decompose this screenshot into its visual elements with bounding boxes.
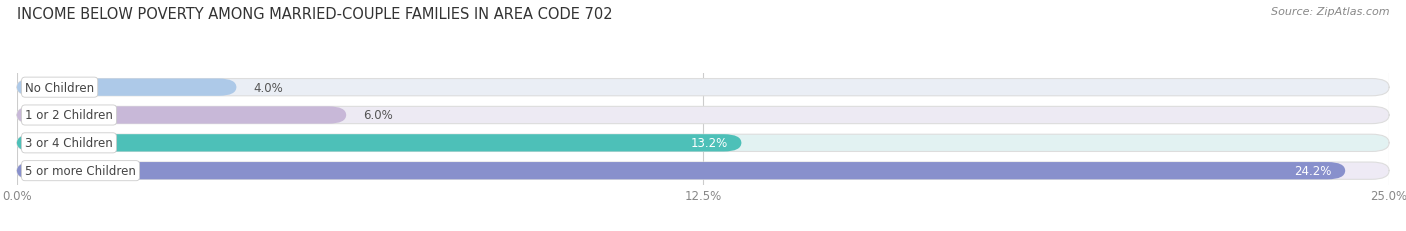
FancyBboxPatch shape: [17, 135, 1389, 152]
Text: 13.2%: 13.2%: [690, 137, 728, 150]
Text: INCOME BELOW POVERTY AMONG MARRIED-COUPLE FAMILIES IN AREA CODE 702: INCOME BELOW POVERTY AMONG MARRIED-COUPL…: [17, 7, 613, 22]
Text: 4.0%: 4.0%: [253, 81, 283, 94]
FancyBboxPatch shape: [17, 162, 1389, 179]
FancyBboxPatch shape: [17, 162, 1346, 179]
Text: 6.0%: 6.0%: [363, 109, 392, 122]
FancyBboxPatch shape: [17, 79, 1389, 96]
Text: 1 or 2 Children: 1 or 2 Children: [25, 109, 112, 122]
FancyBboxPatch shape: [17, 107, 1389, 124]
Text: 24.2%: 24.2%: [1294, 164, 1331, 177]
FancyBboxPatch shape: [17, 79, 236, 96]
Text: 3 or 4 Children: 3 or 4 Children: [25, 137, 112, 150]
Text: No Children: No Children: [25, 81, 94, 94]
Text: Source: ZipAtlas.com: Source: ZipAtlas.com: [1271, 7, 1389, 17]
Text: 5 or more Children: 5 or more Children: [25, 164, 136, 177]
FancyBboxPatch shape: [17, 107, 346, 124]
FancyBboxPatch shape: [17, 135, 741, 152]
